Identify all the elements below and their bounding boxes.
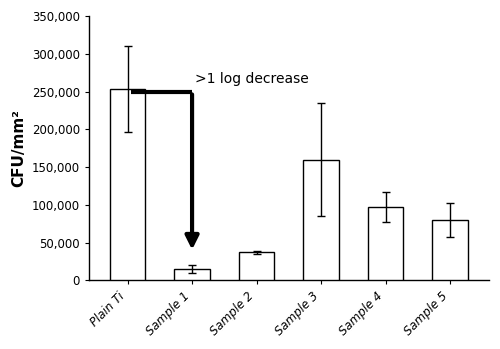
Bar <box>432 220 468 281</box>
Bar <box>174 269 210 281</box>
Bar <box>239 252 274 281</box>
Bar <box>368 207 404 281</box>
Bar <box>110 89 146 281</box>
Text: >1 log decrease: >1 log decrease <box>196 72 309 86</box>
Bar <box>304 159 339 281</box>
Y-axis label: CFU/mm²: CFU/mm² <box>11 109 26 187</box>
